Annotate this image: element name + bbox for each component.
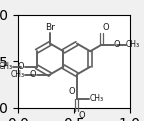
Text: O: O [17, 62, 24, 71]
Text: CH₃: CH₃ [126, 40, 140, 49]
Text: O: O [78, 111, 85, 120]
Text: CH₃: CH₃ [89, 94, 103, 103]
Text: CH₃: CH₃ [11, 70, 25, 79]
Text: CH₃: CH₃ [0, 62, 12, 71]
Text: O: O [103, 23, 109, 32]
Text: O: O [114, 40, 120, 49]
Text: O: O [69, 87, 75, 97]
Text: O: O [30, 70, 36, 79]
Text: Br: Br [45, 23, 55, 32]
